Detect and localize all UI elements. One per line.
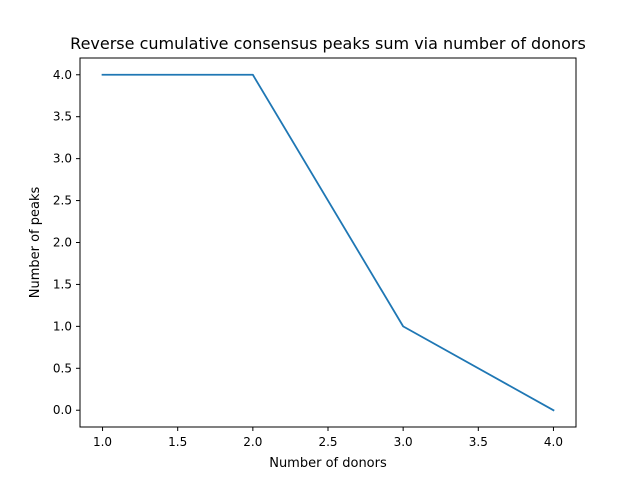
plot-area [101,73,555,412]
y-tick-label: 1.5 [53,277,72,291]
y-tick-label: 1.0 [53,319,72,333]
x-tick-label: 1.5 [168,435,187,449]
y-axis: 0.0 0.5 1.0 1.5 2.0 2.5 3.0 3.5 4.0 [53,68,80,417]
y-tick-label: 3.5 [53,110,72,124]
y-axis-label: Number of peaks [28,187,43,299]
y-tick-label: 4.0 [53,68,72,82]
x-tick-label: 2.0 [243,435,262,449]
y-tick-label: 0.5 [53,361,72,375]
x-tick-label: 4.0 [544,435,563,449]
y-tick-label: 0.0 [53,403,72,417]
y-tick-label: 2.0 [53,236,72,250]
y-tick-label: 2.5 [53,194,72,208]
series-line-0 [101,73,555,412]
x-tick-label: 2.5 [318,435,337,449]
y-tick-label: 3.0 [53,152,72,166]
x-tick-label: 3.0 [394,435,413,449]
x-tick-label: 3.5 [469,435,488,449]
x-tick-label: 1.0 [93,435,112,449]
x-axis: 1.0 1.5 2.0 2.5 3.0 3.5 4.0 [93,427,563,449]
x-axis-label: Number of donors [269,456,387,471]
chart-title: Reverse cumulative consensus peaks sum v… [70,34,586,53]
